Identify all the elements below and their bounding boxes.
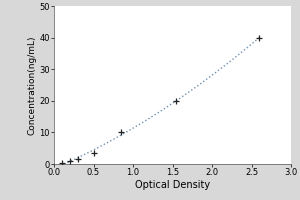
X-axis label: Optical Density: Optical Density (135, 180, 210, 190)
Y-axis label: Concentration(ng/mL): Concentration(ng/mL) (27, 35, 36, 135)
